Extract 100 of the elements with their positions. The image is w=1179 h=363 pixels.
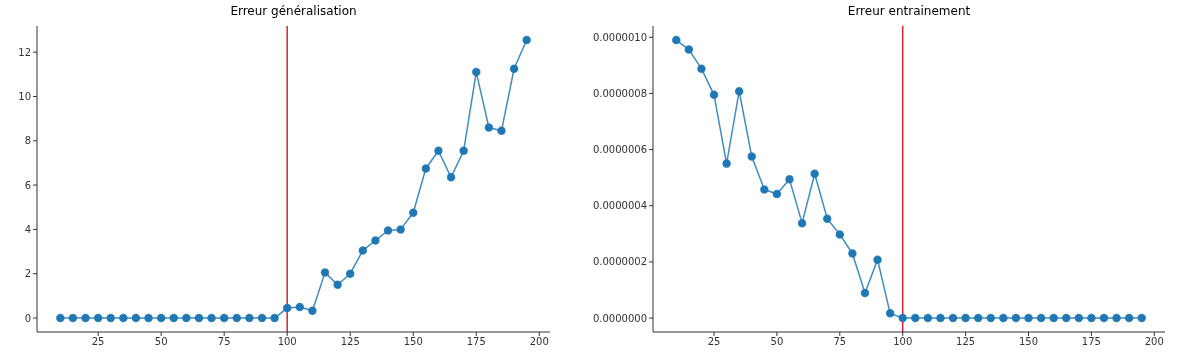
- point: [56, 313, 65, 323]
- point: [144, 313, 153, 323]
- point: [1024, 313, 1033, 323]
- point: [1011, 313, 1021, 323]
- y-tick-label: 0.0000004: [592, 200, 647, 212]
- point: [396, 225, 405, 234]
- y-tick-label: 0.0000010: [592, 31, 647, 43]
- x-tick-label: 75: [833, 336, 847, 348]
- point: [446, 173, 456, 182]
- point: [1112, 313, 1121, 323]
- x-tick-label: 50: [154, 336, 168, 348]
- point: [822, 214, 832, 223]
- point: [169, 313, 179, 323]
- x-tick-label: 25: [91, 336, 105, 348]
- point: [156, 313, 166, 323]
- point: [434, 146, 443, 155]
- chart-title: Erreur généralisation: [229, 4, 358, 18]
- x-tick-label: 200: [529, 336, 549, 348]
- x-tick-label: 175: [1081, 336, 1101, 348]
- y-tick-label: 0: [24, 312, 31, 324]
- point: [232, 313, 242, 323]
- point: [497, 126, 506, 136]
- point: [320, 268, 330, 277]
- y-tick-label: 10: [18, 91, 31, 103]
- point: [1137, 313, 1146, 323]
- point: [672, 35, 681, 45]
- point: [371, 236, 380, 245]
- x-tick-label: 125: [956, 336, 976, 348]
- point: [747, 152, 756, 161]
- point: [119, 313, 128, 323]
- point: [383, 226, 393, 235]
- point: [182, 313, 191, 323]
- point: [131, 313, 141, 323]
- point: [219, 313, 229, 323]
- point: [295, 302, 305, 312]
- point: [1036, 313, 1046, 323]
- point: [885, 309, 895, 318]
- y-tick-label: 0.0000002: [592, 256, 647, 268]
- point: [873, 255, 882, 264]
- y-tick-label: 12: [18, 46, 31, 58]
- point: [722, 159, 731, 168]
- point: [245, 313, 254, 323]
- x-tick-label: 200: [1144, 336, 1164, 348]
- point: [734, 86, 744, 96]
- point: [459, 146, 468, 155]
- point: [81, 313, 90, 323]
- point: [961, 313, 970, 323]
- point: [835, 230, 845, 239]
- point: [986, 313, 996, 323]
- point: [948, 313, 958, 323]
- x-tick-label: 150: [1018, 336, 1039, 348]
- point: [408, 208, 418, 218]
- point: [484, 123, 494, 132]
- y-tick-label: 4: [24, 223, 31, 235]
- point: [973, 313, 983, 323]
- point: [697, 64, 706, 73]
- x-tick-label: 100: [277, 336, 297, 348]
- point: [358, 246, 368, 255]
- point: [93, 313, 103, 323]
- point: [257, 313, 267, 323]
- y-tick-label: 0.0000006: [592, 144, 647, 156]
- point: [472, 67, 481, 77]
- point: [810, 169, 819, 178]
- point: [194, 313, 204, 323]
- x-tick-label: 100: [893, 336, 913, 348]
- point: [509, 64, 519, 74]
- point: [1087, 313, 1096, 323]
- y-tick-label: 6: [24, 179, 31, 191]
- y-tick-label: 0.0000008: [592, 87, 647, 99]
- point: [68, 313, 78, 323]
- point: [1099, 313, 1109, 323]
- point: [207, 313, 216, 323]
- point: [1124, 313, 1134, 323]
- point: [270, 313, 279, 323]
- point: [848, 249, 857, 258]
- point: [797, 218, 807, 228]
- x-tick-label: 50: [770, 336, 784, 348]
- point: [911, 313, 920, 323]
- point: [1049, 313, 1058, 323]
- point: [709, 90, 719, 100]
- point: [936, 313, 945, 323]
- y-tick-label: 0.0000000: [592, 312, 647, 324]
- point: [785, 175, 794, 184]
- point: [760, 185, 769, 194]
- point: [999, 313, 1008, 323]
- point: [308, 306, 317, 315]
- x-tick-label: 125: [340, 336, 360, 348]
- point: [1062, 313, 1071, 323]
- point: [333, 280, 342, 290]
- point: [860, 288, 870, 298]
- x-tick-label: 175: [466, 336, 486, 348]
- point: [345, 269, 355, 278]
- point: [282, 303, 292, 313]
- x-tick-label: 25: [707, 336, 721, 348]
- point: [923, 313, 933, 323]
- point: [106, 313, 115, 323]
- point: [1074, 313, 1084, 323]
- x-tick-label: 150: [403, 336, 423, 348]
- x-tick-label: 75: [217, 336, 231, 348]
- point: [772, 189, 782, 199]
